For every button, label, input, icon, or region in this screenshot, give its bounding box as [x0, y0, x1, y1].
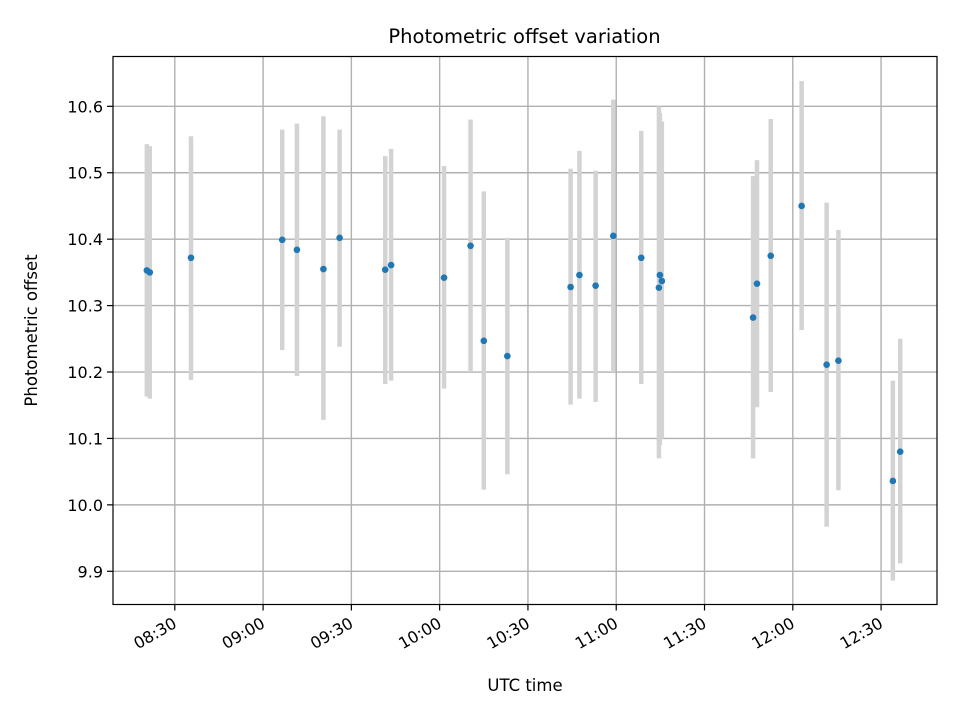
data-point [609, 232, 617, 240]
data-point [293, 246, 301, 254]
y-tick-label: 10.0 [67, 496, 103, 515]
data-point [889, 477, 897, 485]
data-point [336, 234, 343, 242]
data-point [798, 202, 805, 210]
data-point [749, 314, 757, 321]
y-axis-label: Photometric offset [22, 254, 41, 407]
y-tick-label: 10.1 [67, 429, 103, 448]
y-tick-label: 10.5 [67, 164, 103, 183]
y-tick-label: 10.4 [67, 230, 103, 249]
data-point [656, 271, 664, 279]
data-point [320, 265, 327, 273]
x-axis-label: UTC time [487, 676, 562, 695]
plot-frame [112, 55, 938, 606]
data-point [567, 283, 574, 291]
grid [113, 56, 937, 605]
data-points [143, 202, 904, 485]
data-point [658, 277, 666, 285]
data-point [767, 252, 775, 260]
chart-title: Photometric offset variation [388, 25, 660, 48]
y-tick-label: 10.3 [67, 297, 103, 316]
data-point [504, 352, 511, 360]
y-tick-label: 9.9 [78, 562, 103, 581]
y-axis: 9.9 10.0 10.1 10.2 10.3 10.4 10.5 10.6 [67, 97, 113, 581]
data-point [637, 254, 645, 262]
data-point [467, 242, 474, 250]
data-point [440, 274, 448, 281]
data-point [576, 271, 583, 279]
data-point [187, 254, 195, 262]
data-point [278, 236, 286, 244]
data-point [381, 266, 389, 274]
data-point [655, 284, 663, 291]
data-point [823, 361, 830, 369]
data-point [835, 357, 842, 365]
data-point [896, 448, 904, 456]
data-point [480, 337, 488, 345]
y-tick-label: 10.6 [67, 97, 103, 116]
y-tick-label: 10.2 [67, 363, 103, 382]
data-point [146, 269, 154, 276]
data-point [753, 280, 761, 287]
data-point [387, 261, 395, 269]
data-point [592, 282, 599, 289]
